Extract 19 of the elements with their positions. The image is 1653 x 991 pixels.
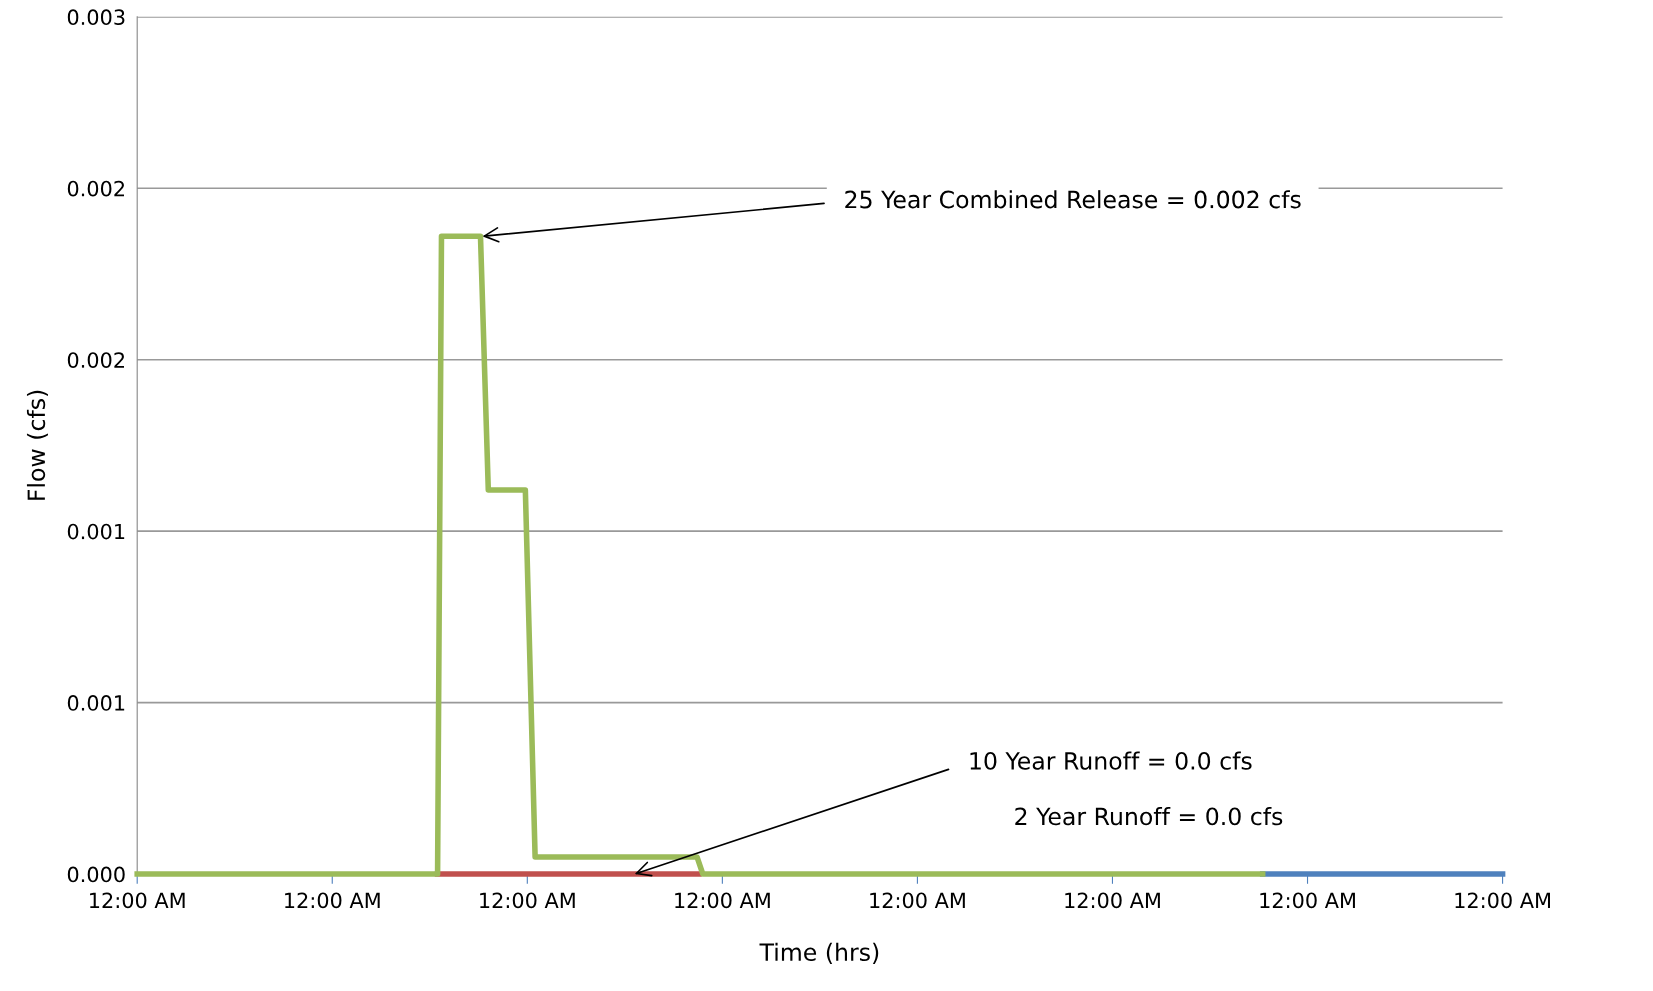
x-tick-label: 12:00 AM [90,892,185,909]
annotation: 2 Year Runoff = 0.0 cfs [1015,807,1283,826]
x-tick-label: 12:00 AM [675,892,770,909]
x-axis-title: Time (hrs) [759,942,879,964]
y-tick-label: 0.002 [67,352,124,368]
y-tick-label: 0.001 [67,695,125,711]
y-axis-title: Flow (cfs) [26,390,48,500]
x-tick-label: 12:00 AM [1260,892,1355,909]
x-tick-label: 12:00 AM [1455,892,1550,909]
annotation: 25 Year Combined Release = 0.002 cfs [845,190,1301,209]
x-tick-label: 12:00 AM [1065,892,1160,909]
y-tick-label: 0.003 [67,9,125,26]
y-tick-label: 0.002 [67,180,124,197]
y-tick-label: 0.001 [67,523,125,540]
x-tick-label: 12:00 AM [870,892,965,909]
x-tick-label: 12:00 AM [480,892,575,909]
x-tick-label: 12:00 AM [285,892,380,909]
y-tick-label: 0.000 [67,866,125,883]
annotation: 10 Year Runoff = 0.0 cfs [970,751,1252,770]
